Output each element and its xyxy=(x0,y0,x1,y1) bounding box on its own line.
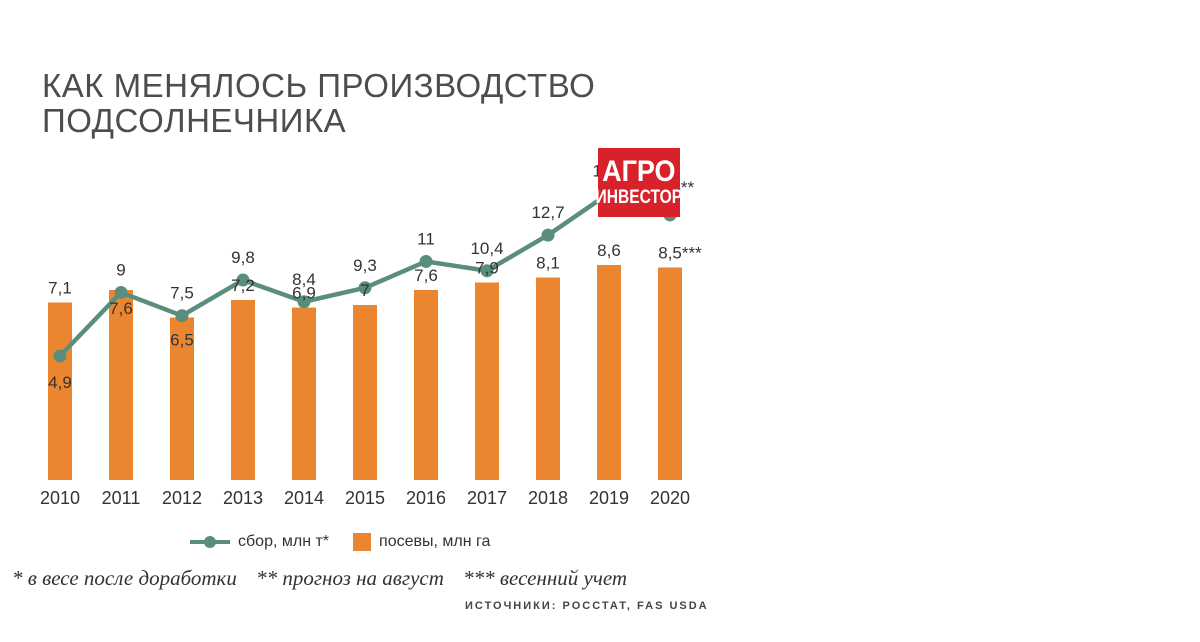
bar-2017 xyxy=(475,282,499,480)
logo-text-bottom: ИНВЕСТОР xyxy=(595,186,683,208)
bar-label-2012: 6,5 xyxy=(170,331,194,350)
bar-label-2013: 7,2 xyxy=(231,276,255,295)
x-tick-2019: 2019 xyxy=(589,488,629,508)
legend-bar-label: посевы, млн га xyxy=(379,533,491,550)
line-label-2017: 10,4 xyxy=(470,239,503,258)
line-label-2010: 4,9 xyxy=(48,373,72,392)
bar-label-2015: 7 xyxy=(360,281,369,300)
agroinvestor-logo: АГРО ИНВЕСТОР xyxy=(595,148,683,217)
legend-line-swatch xyxy=(190,536,230,548)
bar-label-2016: 7,6 xyxy=(414,266,438,285)
line-label-2011: 9 xyxy=(116,260,125,279)
bar-label-2020: 8,5*** xyxy=(658,244,702,263)
line-label-2016: 11 xyxy=(417,229,435,248)
x-tick-2018: 2018 xyxy=(528,488,568,508)
legend-bar-swatch xyxy=(353,533,372,551)
x-tick-2011: 2011 xyxy=(102,488,141,508)
bar-label-2017: 7,9 xyxy=(475,259,499,278)
line-label-2014: 8,4 xyxy=(292,270,316,289)
harvest-point-2013 xyxy=(236,273,250,287)
bar-2012 xyxy=(170,317,194,480)
x-tick-2017: 2017 xyxy=(467,488,507,508)
harvest-point-2011 xyxy=(114,285,128,299)
bar-2018 xyxy=(536,277,560,480)
harvest-point-2016 xyxy=(419,254,433,268)
footnotes: * в весе после доработки ** прогноз на а… xyxy=(12,566,712,591)
bar-2014 xyxy=(292,307,316,480)
footnote-1: * в весе после доработки xyxy=(12,566,237,590)
legend-line-label: сбор, млн т* xyxy=(238,533,330,550)
line-label-2018: 12,7 xyxy=(531,203,564,222)
bar-label-2018: 8,1 xyxy=(536,254,560,273)
harvest-point-2017 xyxy=(480,264,494,278)
chart-legend: сбор, млн т* посевы, млн га xyxy=(190,530,490,554)
x-tick-2013: 2013 xyxy=(223,488,263,508)
bar-label-2014: 6,9 xyxy=(292,284,316,303)
bar-2013 xyxy=(231,300,255,480)
x-tick-2012: 2012 xyxy=(162,488,202,508)
x-tick-2015: 2015 xyxy=(345,488,385,508)
bar-label-2019: 8,6 xyxy=(597,241,621,260)
harvest-point-2010 xyxy=(53,349,67,363)
harvest-point-2018 xyxy=(541,228,555,242)
line-label-2013: 9,8 xyxy=(231,248,255,267)
harvest-point-2012 xyxy=(175,309,189,323)
bar-2015 xyxy=(353,305,377,480)
logo-text-top: АГРО xyxy=(602,154,676,188)
bar-2019 xyxy=(597,265,621,480)
line-label-2015: 9,3 xyxy=(353,256,377,275)
bar-2011 xyxy=(109,290,133,480)
x-tick-2020: 2020 xyxy=(650,488,690,508)
chart-title: КАК МЕНЯЛОСЬ ПРОИЗВОДСТВО ПОДСОЛНЕЧНИКА xyxy=(42,68,595,138)
footnote-2: ** прогноз на август xyxy=(256,566,444,590)
footnote-3: *** весенний учет xyxy=(463,566,628,590)
bar-label-2010: 7,1 xyxy=(48,279,72,298)
x-tick-2010: 2010 xyxy=(40,488,80,508)
bar-2016 xyxy=(414,290,438,480)
x-tick-2014: 2014 xyxy=(284,488,324,508)
x-tick-2016: 2016 xyxy=(406,488,446,508)
line-label-2012: 7,5 xyxy=(170,284,194,303)
harvest-point-2014 xyxy=(297,295,311,309)
harvest-point-2015 xyxy=(358,281,372,295)
bar-2010 xyxy=(48,302,72,480)
chart-title-line-2: ПОДСОЛНЕЧНИКА xyxy=(42,102,347,139)
bar-2020 xyxy=(658,267,682,480)
bar-label-2011: 7,6 xyxy=(109,299,133,318)
source-credit: ИСТОЧНИКИ: РОССТАТ, FAS USDA xyxy=(465,600,709,612)
chart-title-line-1: КАК МЕНЯЛОСЬ ПРОИЗВОДСТВО xyxy=(42,67,596,104)
